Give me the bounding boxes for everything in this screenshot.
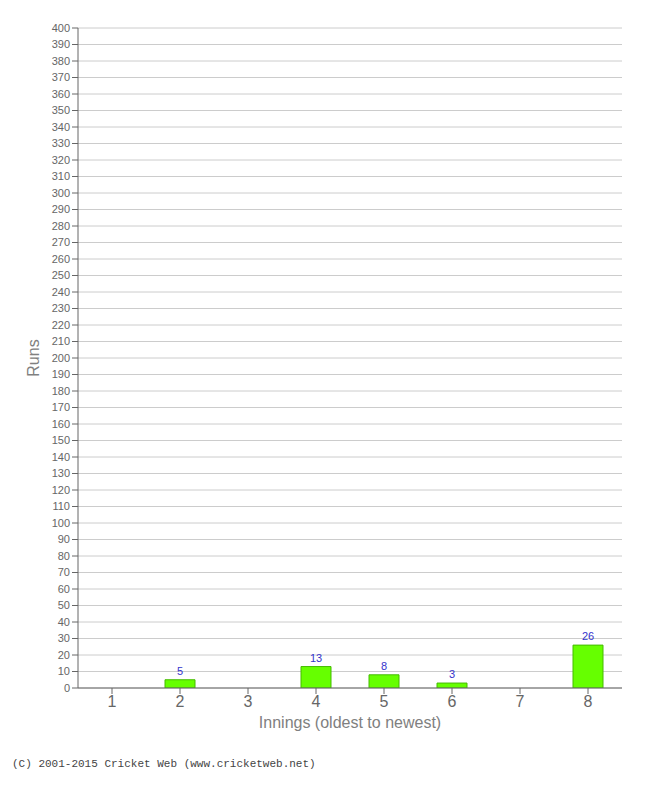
svg-text:3: 3 — [449, 668, 455, 680]
svg-text:80: 80 — [58, 550, 70, 562]
svg-text:250: 250 — [52, 269, 70, 281]
svg-text:7: 7 — [516, 693, 525, 710]
svg-text:10: 10 — [58, 665, 70, 677]
svg-text:3: 3 — [244, 693, 253, 710]
svg-text:310: 310 — [52, 170, 70, 182]
svg-text:60: 60 — [58, 583, 70, 595]
svg-text:330: 330 — [52, 137, 70, 149]
svg-text:120: 120 — [52, 484, 70, 496]
svg-text:1: 1 — [108, 693, 117, 710]
svg-text:70: 70 — [58, 566, 70, 578]
svg-text:280: 280 — [52, 220, 70, 232]
svg-text:200: 200 — [52, 352, 70, 364]
svg-text:270: 270 — [52, 236, 70, 248]
svg-text:240: 240 — [52, 286, 70, 298]
svg-text:360: 360 — [52, 88, 70, 100]
svg-text:50: 50 — [58, 599, 70, 611]
svg-text:160: 160 — [52, 418, 70, 430]
svg-text:210: 210 — [52, 335, 70, 347]
svg-text:8: 8 — [381, 660, 387, 672]
svg-text:340: 340 — [52, 121, 70, 133]
svg-text:30: 30 — [58, 632, 70, 644]
svg-text:140: 140 — [52, 451, 70, 463]
svg-text:4: 4 — [312, 693, 321, 710]
html-text:(C) 2001-2015 Cricket Web (www: (C) 2001-2015 Cricket Web (www.cricketwe… — [12, 758, 316, 770]
svg-text:2: 2 — [176, 693, 185, 710]
svg-text:8: 8 — [584, 693, 593, 710]
svg-text:20: 20 — [58, 649, 70, 661]
svg-text:390: 390 — [52, 38, 70, 50]
svg-text:5: 5 — [380, 693, 389, 710]
svg-text:5: 5 — [177, 665, 183, 677]
svg-text:26: 26 — [582, 630, 594, 642]
svg-text:180: 180 — [52, 385, 70, 397]
svg-text:100: 100 — [52, 517, 70, 529]
svg-text:150: 150 — [52, 434, 70, 446]
svg-text:13: 13 — [310, 652, 322, 664]
svg-text:90: 90 — [58, 533, 70, 545]
svg-text:260: 260 — [52, 253, 70, 265]
svg-text:380: 380 — [52, 55, 70, 67]
svg-text:370: 370 — [52, 71, 70, 83]
svg-text:170: 170 — [52, 401, 70, 413]
svg-text:190: 190 — [52, 368, 70, 380]
svg-text:40: 40 — [58, 616, 70, 628]
svg-text:0: 0 — [64, 682, 70, 694]
svg-text:400: 400 — [52, 22, 70, 34]
svg-text:220: 220 — [52, 319, 70, 331]
svg-text:Innings (oldest to newest): Innings (oldest to newest) — [259, 714, 441, 731]
svg-text:290: 290 — [52, 203, 70, 215]
svg-text:6: 6 — [448, 693, 457, 710]
svg-text:110: 110 — [52, 500, 70, 512]
svg-text:230: 230 — [52, 302, 70, 314]
svg-text:130: 130 — [52, 467, 70, 479]
svg-text:300: 300 — [52, 187, 70, 199]
svg-text:320: 320 — [52, 154, 70, 166]
svg-text:350: 350 — [52, 104, 70, 116]
svg-text:Runs: Runs — [25, 339, 42, 376]
